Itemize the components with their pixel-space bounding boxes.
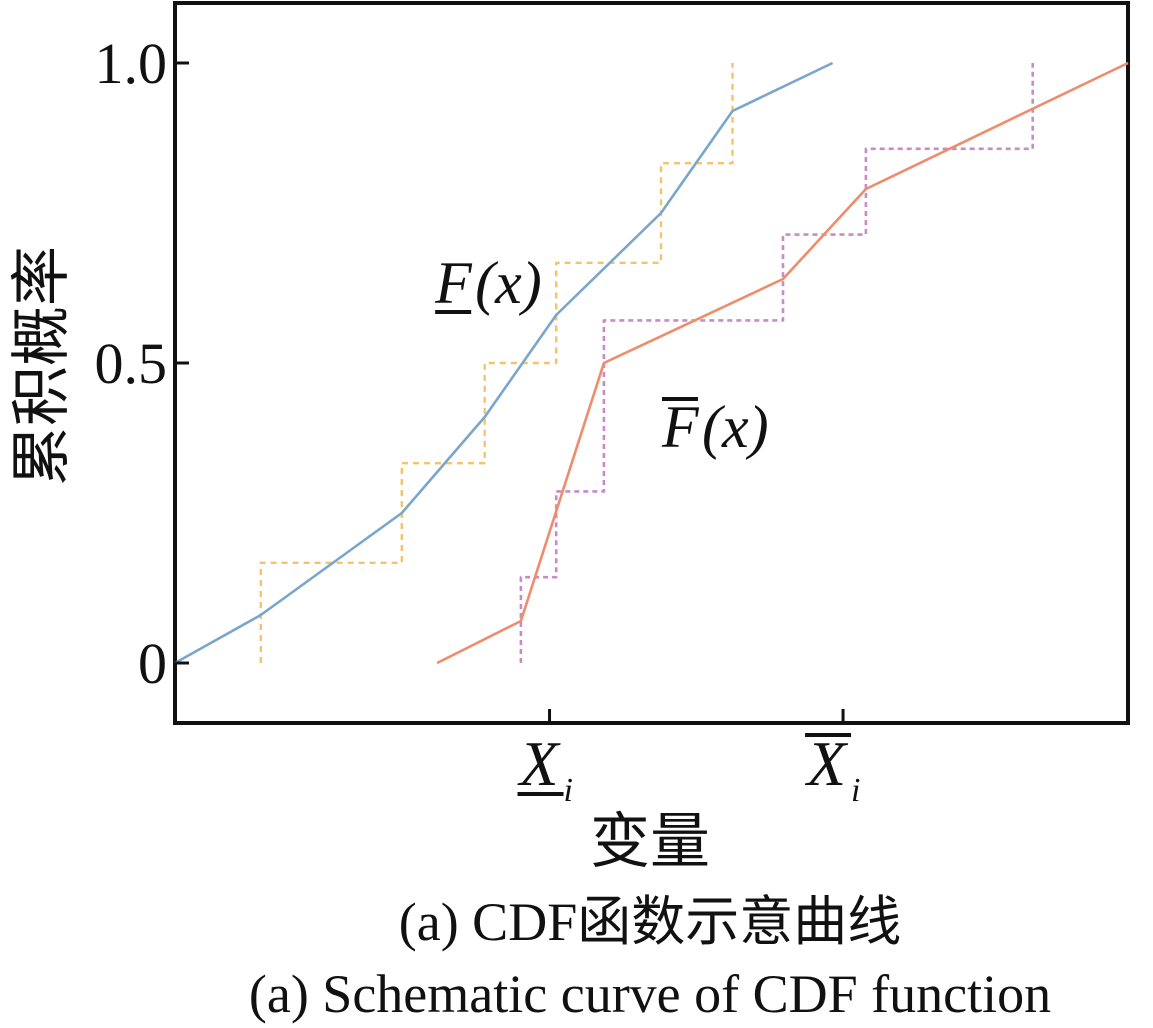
y-axis-title: 累积概率 <box>9 246 75 486</box>
cdf-annotation-0: F (x) <box>434 250 542 316</box>
x-tick-symbol-1: X <box>804 728 849 799</box>
caption-english: (a) Schematic curve of CDF function <box>249 964 1051 1024</box>
series-layer <box>174 61 1129 665</box>
series-line-3 <box>519 63 1034 663</box>
series-line-0 <box>174 61 834 665</box>
x-tick-symbol-0: X <box>517 728 562 799</box>
cdf-annotation-arg-0: (x) <box>475 250 542 316</box>
annotation-layer: F (x)F (x) <box>434 250 768 460</box>
x-tick-subscript-0: i <box>564 772 573 809</box>
plot-frame <box>173 1 1130 725</box>
cdf-annotation-1: F (x) <box>661 394 769 460</box>
x-axis-title: 变量 <box>590 809 710 875</box>
y-tick-label-0: 0 <box>138 631 167 696</box>
series-line-2 <box>436 61 1129 665</box>
cdf-annotation-arg-1: (x) <box>702 394 769 460</box>
caption-chinese: (a) CDF函数示意曲线 <box>399 892 901 952</box>
cdf-annotation-symbol-1: F <box>661 394 700 460</box>
y-tick-label-2: 1.0 <box>95 31 168 96</box>
series-line-1 <box>259 63 734 663</box>
y-tick-label-1: 0.5 <box>95 331 168 396</box>
cdf-annotation-symbol-0: F <box>434 250 473 316</box>
x-tick-subscript-1: i <box>851 772 860 809</box>
